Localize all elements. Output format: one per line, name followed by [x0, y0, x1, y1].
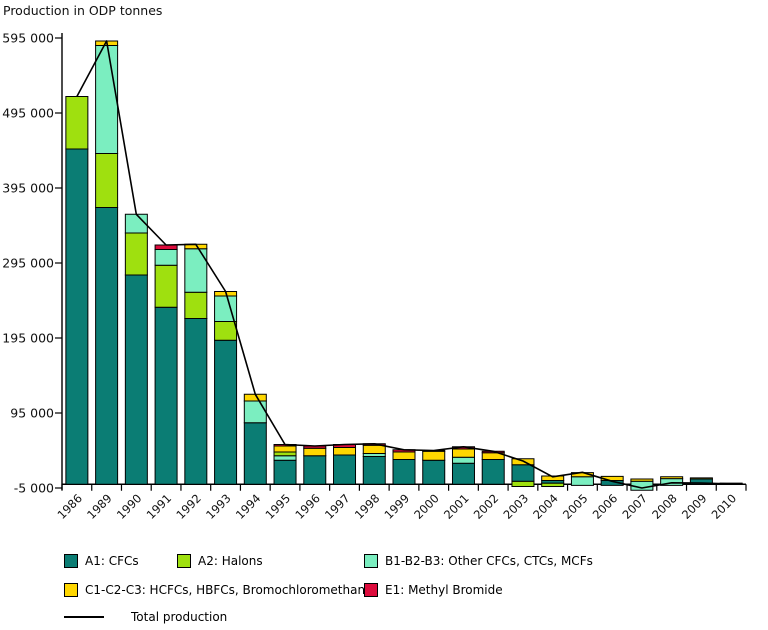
legend-label: A1: CFCs [85, 554, 139, 568]
legend-label: Total production [131, 610, 228, 624]
bar-segment [273, 459, 297, 485]
legend-item-b: B1-B2-B3: Other CFCs, CTCs, MCFs [364, 554, 593, 568]
x-tick-label: 1998 [352, 491, 383, 522]
bar-segment [273, 445, 297, 453]
x-tick-label: 1986 [54, 491, 85, 522]
bar-segment [124, 213, 148, 234]
bar-segment [333, 447, 357, 456]
y-tick-label: -5 000 [14, 481, 54, 496]
bar-segment [392, 451, 416, 460]
y-tick-label: 195 000 [2, 331, 54, 346]
x-tick-label: 2009 [679, 491, 710, 522]
bar-segment [570, 476, 594, 486]
x-tick-label: 2004 [530, 491, 561, 522]
x-tick-label: 1996 [292, 491, 323, 522]
x-tick-label: 2003 [501, 491, 532, 522]
bar-segment [273, 455, 297, 461]
x-tick-label: 2008 [649, 491, 680, 522]
x-tick-label: 1997 [322, 491, 353, 522]
bar-segment [124, 274, 148, 485]
bar-segment [65, 148, 89, 485]
bar-segment [511, 480, 535, 487]
bar-segment [184, 318, 208, 485]
bar-segment [333, 454, 357, 485]
legend-swatch-c [64, 583, 78, 597]
bar-segment [154, 264, 178, 308]
bar-segment [362, 444, 386, 454]
bar-segment [660, 476, 684, 480]
y-tick-label: 95 000 [10, 406, 54, 421]
x-tick-label: 1995 [263, 491, 294, 522]
legend-item-a2: A2: Halons [177, 554, 263, 568]
stacked-bar-chart: -5 000 95 000 195 000 295 000 395 000 495 000… [2, 31, 747, 522]
bar-segment [154, 306, 178, 485]
bar-segment [243, 400, 267, 424]
x-tick-label: 1994 [233, 491, 264, 522]
bar-segment [184, 291, 208, 319]
bar-segment [451, 462, 475, 485]
x-tick-label: 2000 [411, 491, 442, 522]
chart-title: Production in ODP tonnes [3, 3, 163, 18]
legend-item-a1: A1: CFCs [64, 554, 139, 568]
bar-segment [303, 447, 327, 457]
bar-segment [303, 455, 327, 485]
bar-segment [451, 448, 475, 458]
legend-item-total-production: Total production [64, 610, 227, 624]
x-tick-label: 1999 [382, 491, 413, 522]
x-tick-label: 2006 [590, 491, 621, 522]
bar-segment [214, 339, 238, 485]
bar-segment [511, 464, 535, 482]
x-tick-label: 1990 [114, 491, 145, 522]
legend-swatch-b [364, 554, 378, 568]
bar-segment [214, 321, 238, 341]
bar-segment [243, 422, 267, 485]
bar-segment [95, 207, 119, 485]
legend-label: E1: Methyl Bromide [385, 583, 503, 597]
x-tick-label: 2010 [709, 491, 740, 522]
bar-segment [630, 478, 654, 482]
legend-line-swatch [64, 616, 104, 618]
legend-label: B1-B2-B3: Other CFCs, CTCs, MCFs [385, 554, 593, 568]
bar-segment [451, 456, 475, 464]
x-tick-label: 2007 [619, 491, 650, 522]
x-tick-label: 2005 [560, 491, 591, 522]
x-tick-label: 1989 [84, 491, 115, 522]
y-tick-label: 295 000 [2, 256, 54, 271]
y-tick-label: 395 000 [2, 181, 54, 196]
bar-segment [154, 249, 178, 266]
bar-segment [689, 477, 713, 480]
bar-segment [362, 456, 386, 485]
x-tick-label: 1992 [173, 491, 204, 522]
bar-segment [481, 459, 505, 485]
legend-swatch-e [364, 583, 378, 597]
y-tick-label: 495 000 [2, 106, 54, 121]
legend-label: A2: Halons [198, 554, 263, 568]
total-production-line [76, 40, 732, 489]
x-tick-label: 2001 [441, 491, 472, 522]
bar-segment [95, 45, 119, 154]
legend-swatch-a1 [64, 554, 78, 568]
legend-label: C1-C2-C3: HCFCs, HBFCs, Bromochlorometha… [85, 583, 373, 597]
bar-segment [95, 153, 119, 208]
x-tick-label: 1993 [203, 491, 234, 522]
bar-segment [273, 451, 297, 457]
bar-segment [124, 232, 148, 276]
x-tick-label: 1991 [144, 491, 175, 522]
bar-segment [65, 96, 89, 150]
bar-segment [392, 459, 416, 485]
legend-item-c: C1-C2-C3: HCFCs, HBFCs, Bromochlorometha… [64, 583, 372, 597]
legend-item-e: E1: Methyl Bromide [364, 583, 503, 597]
bar-segment [422, 450, 446, 461]
x-tick-label: 2002 [471, 491, 502, 522]
legend-swatch-a2 [177, 554, 191, 568]
y-tick-label: 595 000 [2, 31, 54, 46]
bar-segment [422, 459, 446, 485]
bar-segment [541, 482, 565, 488]
